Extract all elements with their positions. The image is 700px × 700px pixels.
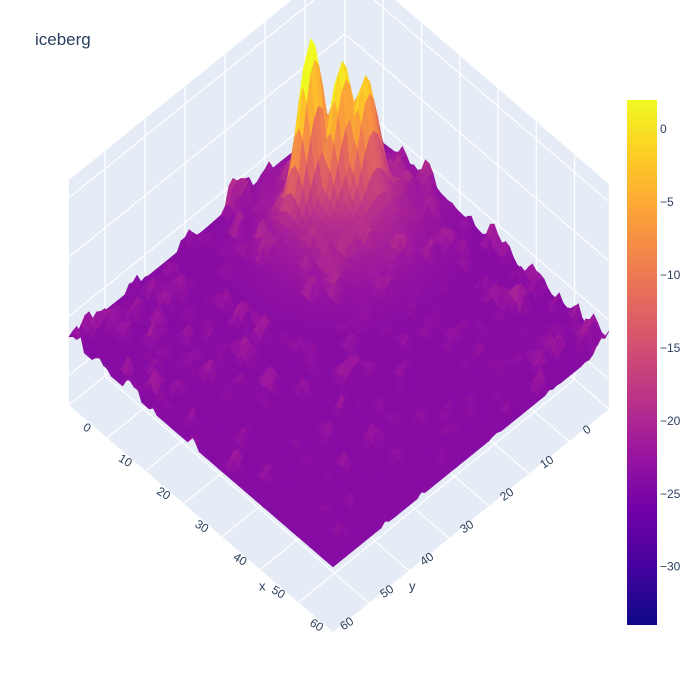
colorbar-tick-label: −5 — [660, 195, 674, 209]
colorbar: 0 −5 −10 −15 −20 −25 −30 — [627, 100, 681, 625]
floor-gridline-y — [104, 375, 370, 604]
floor-gridline-x — [298, 378, 575, 603]
colorbar-tick-label: −10 — [660, 268, 681, 282]
colorbar-tick-label: −25 — [660, 487, 681, 501]
colorbar-tick-label: −15 — [660, 341, 681, 355]
surface-cell — [328, 559, 338, 568]
x-tick-label: 0 — [81, 420, 94, 436]
colorbar-gradient — [627, 100, 657, 625]
chart-title: iceberg — [35, 30, 91, 49]
colorbar-ticks: 0 −5 −10 −15 −20 −25 −30 — [660, 122, 681, 574]
y-tick-label: 0 — [580, 422, 594, 438]
colorbar-tick-label: 0 — [660, 122, 667, 136]
colorbar-tick-label: −30 — [660, 560, 681, 574]
colorbar-tick-label: −20 — [660, 414, 681, 428]
wall-gridline-z — [68, 33, 610, 262]
x-axis-title: x — [259, 579, 266, 594]
surface-mesh — [68, 37, 610, 568]
wall-gridline-z — [68, 0, 610, 203]
y-axis-title: y — [409, 579, 416, 594]
